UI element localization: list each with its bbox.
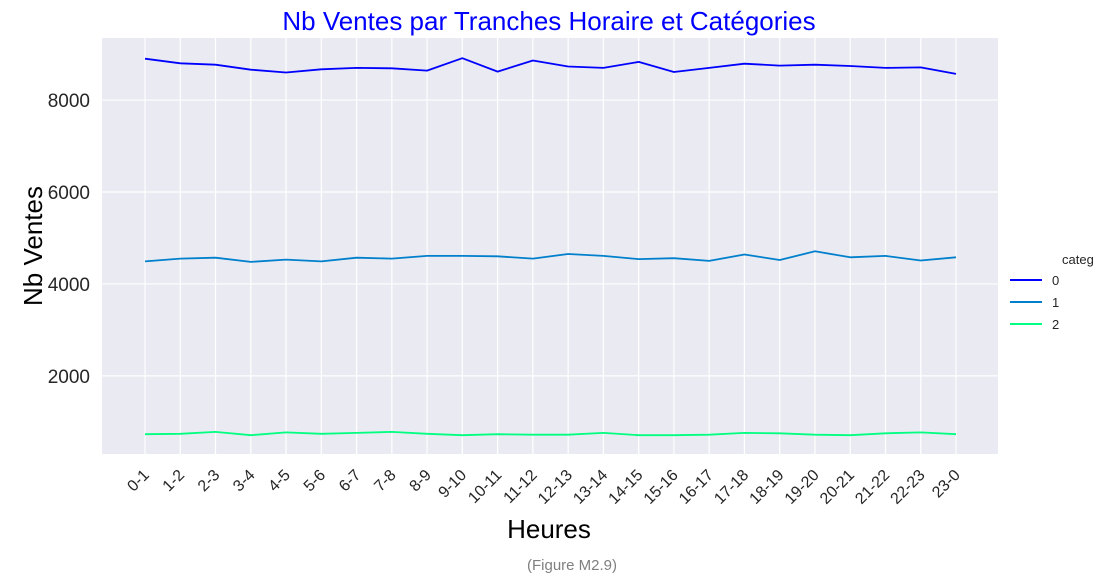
x-tick-label: 21-22 — [852, 467, 893, 508]
series-line-1 — [144, 250, 957, 263]
legend-label: 2 — [1052, 317, 1059, 332]
series-line-0 — [144, 57, 957, 75]
figure-caption: (Figure M2.9) — [527, 557, 617, 574]
grid-lines — [102, 38, 998, 454]
x-tick-label: 1-2 — [160, 467, 188, 495]
x-tick-label: 3-4 — [230, 467, 258, 495]
series-line-2 — [144, 430, 957, 437]
series-lines — [144, 57, 957, 437]
x-tick-label: 0-1 — [124, 467, 152, 495]
x-tick-label: 16-17 — [676, 467, 717, 508]
y-tick-labels: 2000 4000 6000 8000 — [48, 91, 90, 388]
x-tick-label: 18-19 — [747, 467, 788, 508]
x-tick-label: 4-5 — [265, 467, 293, 495]
x-tick-label: 14-15 — [606, 467, 647, 508]
x-tick-label: 17-18 — [711, 467, 752, 508]
x-tick-label: 15-16 — [641, 467, 682, 508]
x-tick-label: 13-14 — [570, 467, 611, 508]
x-tick-label: 12-13 — [535, 467, 576, 508]
x-tick-label: 9-10 — [436, 467, 471, 502]
x-tick-label: 22-23 — [888, 467, 929, 508]
y-tick-label: 2000 — [48, 367, 90, 388]
x-tick-label: 23-0 — [929, 467, 964, 502]
legend: categ 0 1 2 — [1010, 252, 1094, 332]
x-tick-label: 20-21 — [817, 467, 858, 508]
legend-label: 1 — [1052, 295, 1059, 310]
x-tick-labels: 0-1 1-2 2-3 3-4 4-5 5-6 6-7 7-8 8-9 9-1010-1111-1… — [124, 467, 963, 508]
x-tick-label: 6-7 — [336, 467, 364, 495]
x-axis-label: Heures — [507, 514, 591, 544]
x-tick-label: 7-8 — [371, 467, 399, 495]
legend-label: 0 — [1052, 273, 1059, 288]
x-tick-label: 10-11 — [465, 467, 505, 507]
x-tick-label: 8-9 — [407, 467, 435, 495]
y-tick-label: 4000 — [48, 275, 90, 296]
x-tick-label: 11-12 — [501, 467, 541, 507]
x-tick-label: 19-20 — [782, 467, 823, 508]
y-axis-label: Nb Ventes — [18, 186, 48, 306]
y-tick-label: 6000 — [48, 183, 90, 204]
chart-title: Nb Ventes par Tranches Horaire et Catégo… — [282, 6, 815, 36]
legend-title: categ — [1062, 252, 1094, 267]
y-tick-label: 8000 — [48, 91, 90, 112]
x-tick-label: 2-3 — [195, 467, 223, 495]
x-tick-label: 5-6 — [301, 467, 329, 495]
